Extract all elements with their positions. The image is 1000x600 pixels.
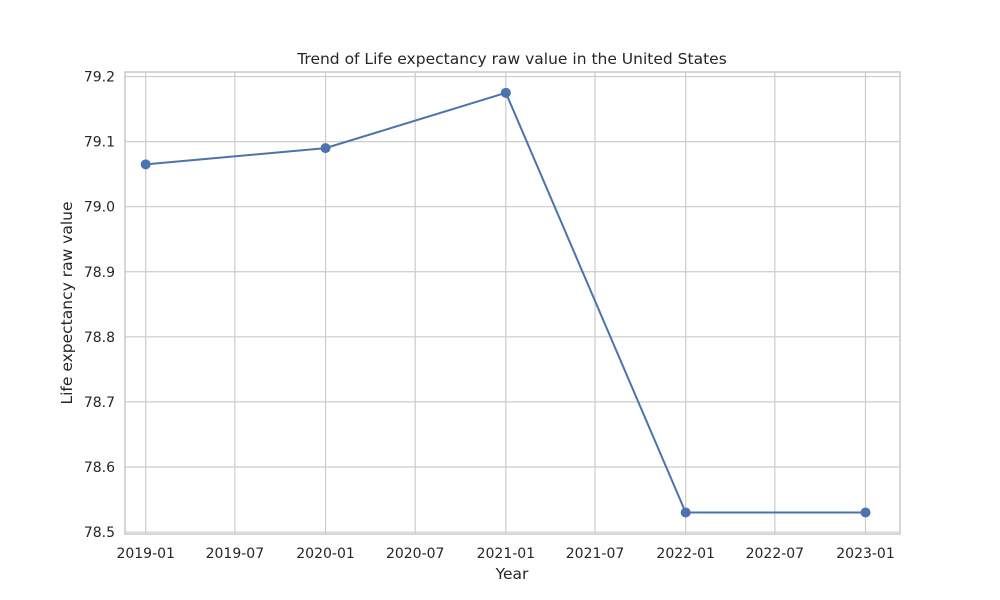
data-point (140, 159, 151, 170)
y-tick-label: 78.6 (84, 460, 115, 476)
x-axis-title: Year (495, 565, 529, 583)
x-tick-label: 2019-01 (116, 546, 175, 562)
grid-layer (125, 72, 900, 534)
series-layer (140, 87, 871, 518)
x-tick-label: 2020-01 (296, 546, 355, 562)
y-axis-title: Life expectancy raw value (58, 201, 76, 404)
y-tick-label: 78.5 (84, 525, 115, 541)
y-tick-label: 79.1 (84, 135, 115, 151)
x-tick-label: 2021-07 (566, 546, 625, 562)
x-tick-label: 2020-07 (386, 546, 445, 562)
chart-title: Trend of Life expectancy raw value in th… (296, 50, 727, 68)
x-tick-label: 2021-01 (477, 546, 536, 562)
data-point (680, 507, 691, 518)
data-point (320, 143, 331, 154)
x-tick-label: 2023-01 (836, 546, 895, 562)
y-tick-label: 79.0 (84, 200, 115, 216)
y-tick-label: 78.7 (84, 395, 115, 411)
tick-layer: 2019-01 2019-07 2020-01 2020-07 2021-01 2021-… (84, 70, 895, 562)
x-tick-label: 2022-07 (746, 546, 805, 562)
x-tick-label: 2022-01 (656, 546, 715, 562)
data-point (500, 87, 511, 98)
y-tick-label: 79.2 (84, 70, 115, 86)
y-tick-label: 78.8 (84, 330, 115, 346)
y-tick-label: 78.9 (84, 265, 115, 281)
data-point (860, 507, 871, 518)
x-tick-label: 2019-07 (206, 546, 265, 562)
plot-frame (124, 71, 901, 535)
